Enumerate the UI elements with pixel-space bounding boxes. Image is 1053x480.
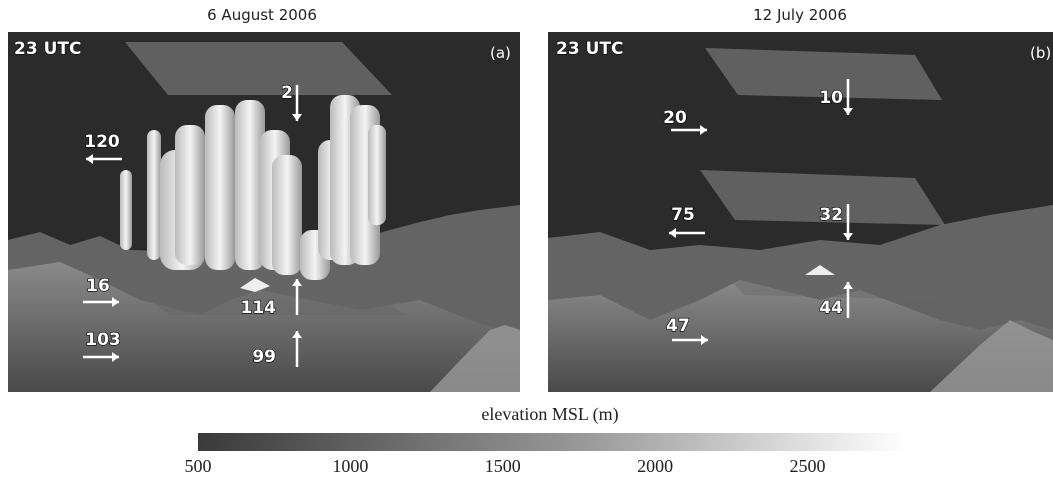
panel-title: 12 July 2006 (753, 6, 847, 24)
panel-label: (a) (490, 44, 511, 62)
colorbar-tick-label: 1500 (485, 456, 521, 476)
flux-label: 16 (86, 276, 110, 296)
colorbar-tick-label: 2000 (637, 456, 673, 476)
colorbar-tick-label: 500 (185, 456, 212, 476)
colorbar-tick-label: 1000 (332, 456, 368, 476)
panel-b (548, 32, 1053, 392)
flux-label: 120 (84, 132, 120, 152)
flux-label: 10 (819, 88, 843, 108)
panel-label: (b) (1030, 44, 1051, 62)
colorbar-tick-label: 2500 (789, 456, 825, 476)
time-label: 23 UTC (14, 39, 81, 59)
colorbar (198, 433, 905, 451)
flux-label: 32 (819, 205, 843, 225)
flux-label: 2 (281, 83, 293, 103)
colorbar-label: elevation MSL (m) (481, 404, 618, 425)
time-label: 23 UTC (556, 39, 623, 59)
figure: 6 August 2006 23 UTC (a) 12 July 2006 23… (0, 0, 1053, 480)
panel-title: 6 August 2006 (207, 6, 317, 24)
flux-label: 75 (671, 205, 695, 225)
flux-label: 47 (666, 316, 690, 336)
flux-label: 103 (85, 330, 121, 350)
flux-label: 99 (252, 347, 276, 367)
flux-label: 20 (663, 108, 687, 128)
flux-label: 44 (819, 298, 843, 318)
flux-label: 114 (241, 298, 277, 318)
